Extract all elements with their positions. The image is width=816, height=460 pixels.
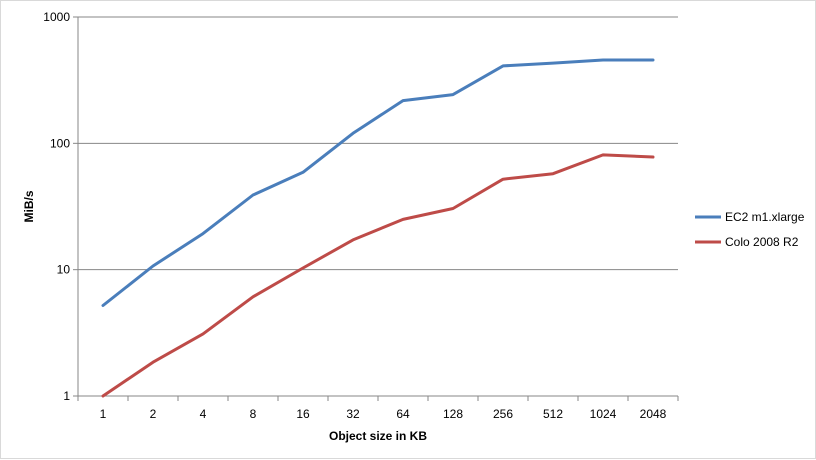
legend: EC2 m1.xlarge Colo 2008 R2	[695, 210, 805, 249]
x-tick-label: 1024	[590, 407, 617, 421]
x-tick-label: 4	[200, 407, 207, 421]
x-tick-label: 32	[346, 407, 360, 421]
x-tick-label: 64	[396, 407, 410, 421]
x-axis-title: Object size in KB	[329, 429, 427, 443]
y-tick-label: 1	[63, 389, 70, 403]
x-tick-label: 1	[100, 407, 107, 421]
y-tick-label: 10	[57, 263, 71, 277]
y-tick-label: 100	[50, 136, 70, 150]
legend-label: EC2 m1.xlarge	[725, 210, 805, 224]
series-line-1	[103, 60, 653, 306]
x-tick-label: 8	[250, 407, 257, 421]
legend-label: Colo 2008 R2	[725, 235, 799, 249]
x-tick-label: 16	[296, 407, 310, 421]
y-tick-label: 1000	[43, 10, 70, 24]
x-tick-label: 2	[150, 407, 157, 421]
x-tick-label: 256	[493, 407, 513, 421]
tick-labels: 1 10 100 1000 1 2 4 8 16 32 64 128 256 512 1024 2048	[43, 10, 666, 421]
gridlines	[78, 17, 678, 270]
legend-item: Colo 2008 R2	[695, 235, 799, 249]
x-tick-label: 128	[443, 407, 463, 421]
x-tick-label: 512	[543, 407, 563, 421]
legend-item: EC2 m1.xlarge	[695, 210, 805, 224]
axes	[73, 17, 678, 401]
series-lines	[103, 60, 653, 396]
x-tick-label: 2048	[640, 407, 667, 421]
y-axis-title: MiB/s	[22, 190, 36, 222]
series-line-2	[103, 155, 653, 396]
